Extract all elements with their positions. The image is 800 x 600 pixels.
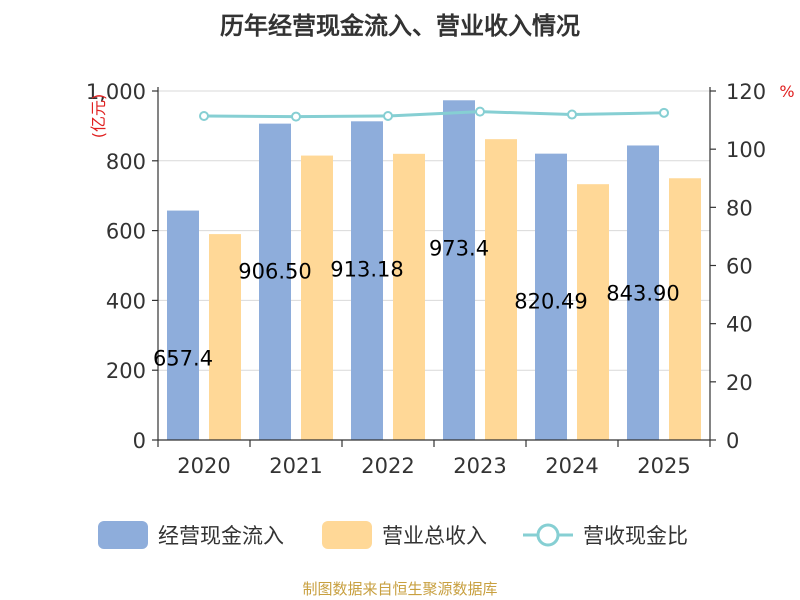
right-tick-label: 40 (726, 313, 753, 337)
legend-marker-ratio (536, 523, 560, 547)
bar-value-label: 843.90 (606, 281, 679, 305)
bar-revenue (301, 155, 333, 440)
left-tick-label: 400 (106, 289, 146, 313)
legend: 经营现金流入 营业总收入 营收现金比 (98, 521, 688, 549)
right-tick-label: 0 (726, 429, 739, 453)
axes: 0 200 400 600 800 1,000 0 20 40 60 80 100 120 (亿元)% 20… (86, 80, 795, 478)
bar-cash-inflow (443, 100, 475, 441)
right-tick-label: 100 (726, 138, 766, 162)
x-tick-label: 2021 (269, 454, 322, 478)
legend-label-cash-inflow: 经营现金流入 (158, 524, 284, 548)
legend-swatch-revenue (322, 521, 372, 549)
x-tick-label: 2020 (177, 454, 230, 478)
bar-value-label: 973.4 (429, 236, 489, 260)
right-tick-label: 120 (726, 80, 766, 104)
bar-revenue (669, 178, 701, 440)
right-tick-label: 20 (726, 371, 753, 395)
left-axis-unit: (亿元) (89, 94, 108, 139)
x-tick-label: 2022 (361, 454, 414, 478)
ratio-point (199, 111, 209, 122)
bar-cash-inflow (167, 210, 199, 440)
left-tick-label: 800 (106, 150, 146, 174)
bar-value-label: 820.49 (514, 290, 587, 314)
x-tick-label: 2025 (637, 454, 690, 478)
data-labels: 657.4 906.50 913.18 973.4 820.49 843.90 (153, 236, 680, 370)
ratio-point (291, 111, 301, 122)
bar-cash-inflow (627, 145, 659, 441)
right-axis-unit: % (779, 82, 794, 101)
left-tick-label: 1,000 (86, 80, 146, 104)
legend-swatch-cash-inflow (98, 521, 148, 549)
bar-cash-inflow (351, 121, 383, 441)
ratio-point (567, 109, 577, 120)
bar-revenue (577, 184, 609, 440)
grid-lines (158, 90, 710, 371)
bar-value-label: 657.4 (153, 347, 213, 371)
left-tick-label: 200 (106, 359, 146, 383)
ratio-point (475, 106, 485, 117)
chart-title: 历年经营现金流入、营业收入情况 (220, 12, 580, 40)
bar-revenue (393, 153, 425, 440)
bar-revenue (209, 234, 241, 440)
right-tick-label: 60 (726, 255, 753, 279)
ratio-point (383, 111, 393, 122)
ratio-point (659, 107, 669, 118)
bar-value-label: 906.50 (238, 260, 311, 284)
legend-label-revenue: 营业总收入 (382, 524, 487, 548)
bar-value-label: 913.18 (330, 257, 403, 281)
source-note: 制图数据来自恒生聚源数据库 (302, 580, 498, 598)
bars (167, 100, 701, 441)
left-tick-label: 600 (106, 220, 146, 244)
bar-cash-inflow (535, 153, 567, 440)
ratio-line (199, 106, 669, 122)
x-tick-label: 2023 (453, 454, 506, 478)
ratio-polyline (203, 110, 665, 119)
bar-cash-inflow (259, 123, 291, 440)
x-tick-label: 2024 (545, 454, 598, 478)
legend-label-ratio: 营收现金比 (583, 524, 688, 548)
bar-revenue (485, 139, 517, 441)
right-tick-label: 80 (726, 196, 753, 220)
left-tick-label: 0 (133, 429, 146, 453)
